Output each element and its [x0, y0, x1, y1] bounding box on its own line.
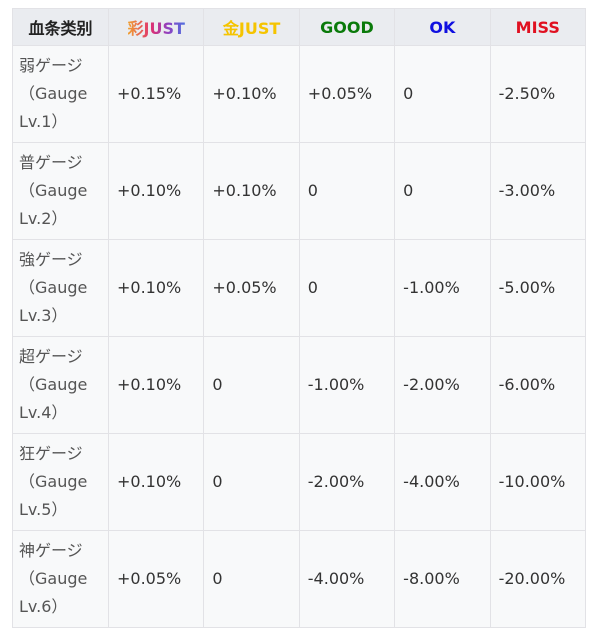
- value-cell: -4.00%: [394, 433, 491, 531]
- value-cell: -6.00%: [489, 336, 587, 434]
- value-cell: +0.10%: [107, 142, 205, 240]
- value-cell: -3.00%: [489, 142, 587, 240]
- gauge-name-cell: 超ゲージ（Gauge Lv.4）: [12, 336, 109, 434]
- header-miss: MISS: [489, 8, 587, 46]
- value-cell: +0.15%: [107, 45, 205, 143]
- table-row: 狂ゲージ（Gauge Lv.5） +0.10% 0 -2.00% -4.00% -10.0…: [12, 433, 587, 531]
- header-gauge-type: 血条类别: [12, 8, 109, 46]
- value-cell: 0: [298, 239, 396, 337]
- header-row: 血条类别 彩JUST 金JUST GOOD OK MISS: [12, 8, 587, 46]
- header-rainbow-just: 彩JUST: [107, 8, 205, 46]
- value-cell: -1.00%: [298, 336, 396, 434]
- value-cell: -5.00%: [489, 239, 587, 337]
- value-cell: +0.10%: [107, 433, 205, 531]
- value-cell: +0.10%: [203, 45, 300, 143]
- value-cell: -8.00%: [394, 530, 491, 628]
- gauge-name-cell: 強ゲージ（Gauge Lv.3）: [12, 239, 109, 337]
- value-cell: -2.50%: [489, 45, 587, 143]
- value-cell: -2.00%: [394, 336, 491, 434]
- value-cell: 0: [394, 45, 491, 143]
- value-cell: +0.05%: [107, 530, 205, 628]
- table-row: 強ゲージ（Gauge Lv.3） +0.10% +0.05% 0 -1.00% -5.00…: [12, 239, 587, 337]
- gauge-name-cell: 神ゲージ（Gauge Lv.6）: [12, 530, 109, 628]
- value-cell: -4.00%: [298, 530, 396, 628]
- gauge-name-cell: 普ゲージ（Gauge Lv.2）: [12, 142, 109, 240]
- gauge-name-cell: 弱ゲージ（Gauge Lv.1）: [12, 45, 109, 143]
- value-cell: -20.00%: [489, 530, 587, 628]
- value-cell: -1.00%: [394, 239, 491, 337]
- table-row: 弱ゲージ（Gauge Lv.1） +0.15% +0.10% +0.05% 0 -2.50…: [12, 45, 587, 143]
- value-cell: +0.10%: [107, 239, 205, 337]
- gauge-name-cell: 狂ゲージ（Gauge Lv.5）: [12, 433, 109, 531]
- value-cell: 0: [203, 433, 300, 531]
- value-cell: +0.05%: [298, 45, 396, 143]
- value-cell: +0.10%: [203, 142, 300, 240]
- value-cell: +0.10%: [107, 336, 205, 434]
- value-cell: 0: [203, 336, 300, 434]
- table-row: 超ゲージ（Gauge Lv.4） +0.10% 0 -1.00% -2.00% -6.00…: [12, 336, 587, 434]
- value-cell: 0: [394, 142, 491, 240]
- header-rainbow-just-label: 彩JUST: [127, 19, 185, 38]
- value-cell: -10.00%: [489, 433, 587, 531]
- table-row: 神ゲージ（Gauge Lv.6） +0.05% 0 -4.00% -8.00% -20.0…: [12, 530, 587, 628]
- header-good: GOOD: [298, 8, 396, 46]
- gauge-table: 血条类别 彩JUST 金JUST GOOD OK MISS 弱ゲージ（Gauge…: [12, 8, 587, 628]
- table-row: 普ゲージ（Gauge Lv.2） +0.10% +0.10% 0 0 -3.00%: [12, 142, 587, 240]
- value-cell: +0.05%: [203, 239, 300, 337]
- header-gold-just: 金JUST: [203, 8, 300, 46]
- value-cell: 0: [298, 142, 396, 240]
- value-cell: -2.00%: [298, 433, 396, 531]
- header-ok: OK: [394, 8, 491, 46]
- value-cell: 0: [203, 530, 300, 628]
